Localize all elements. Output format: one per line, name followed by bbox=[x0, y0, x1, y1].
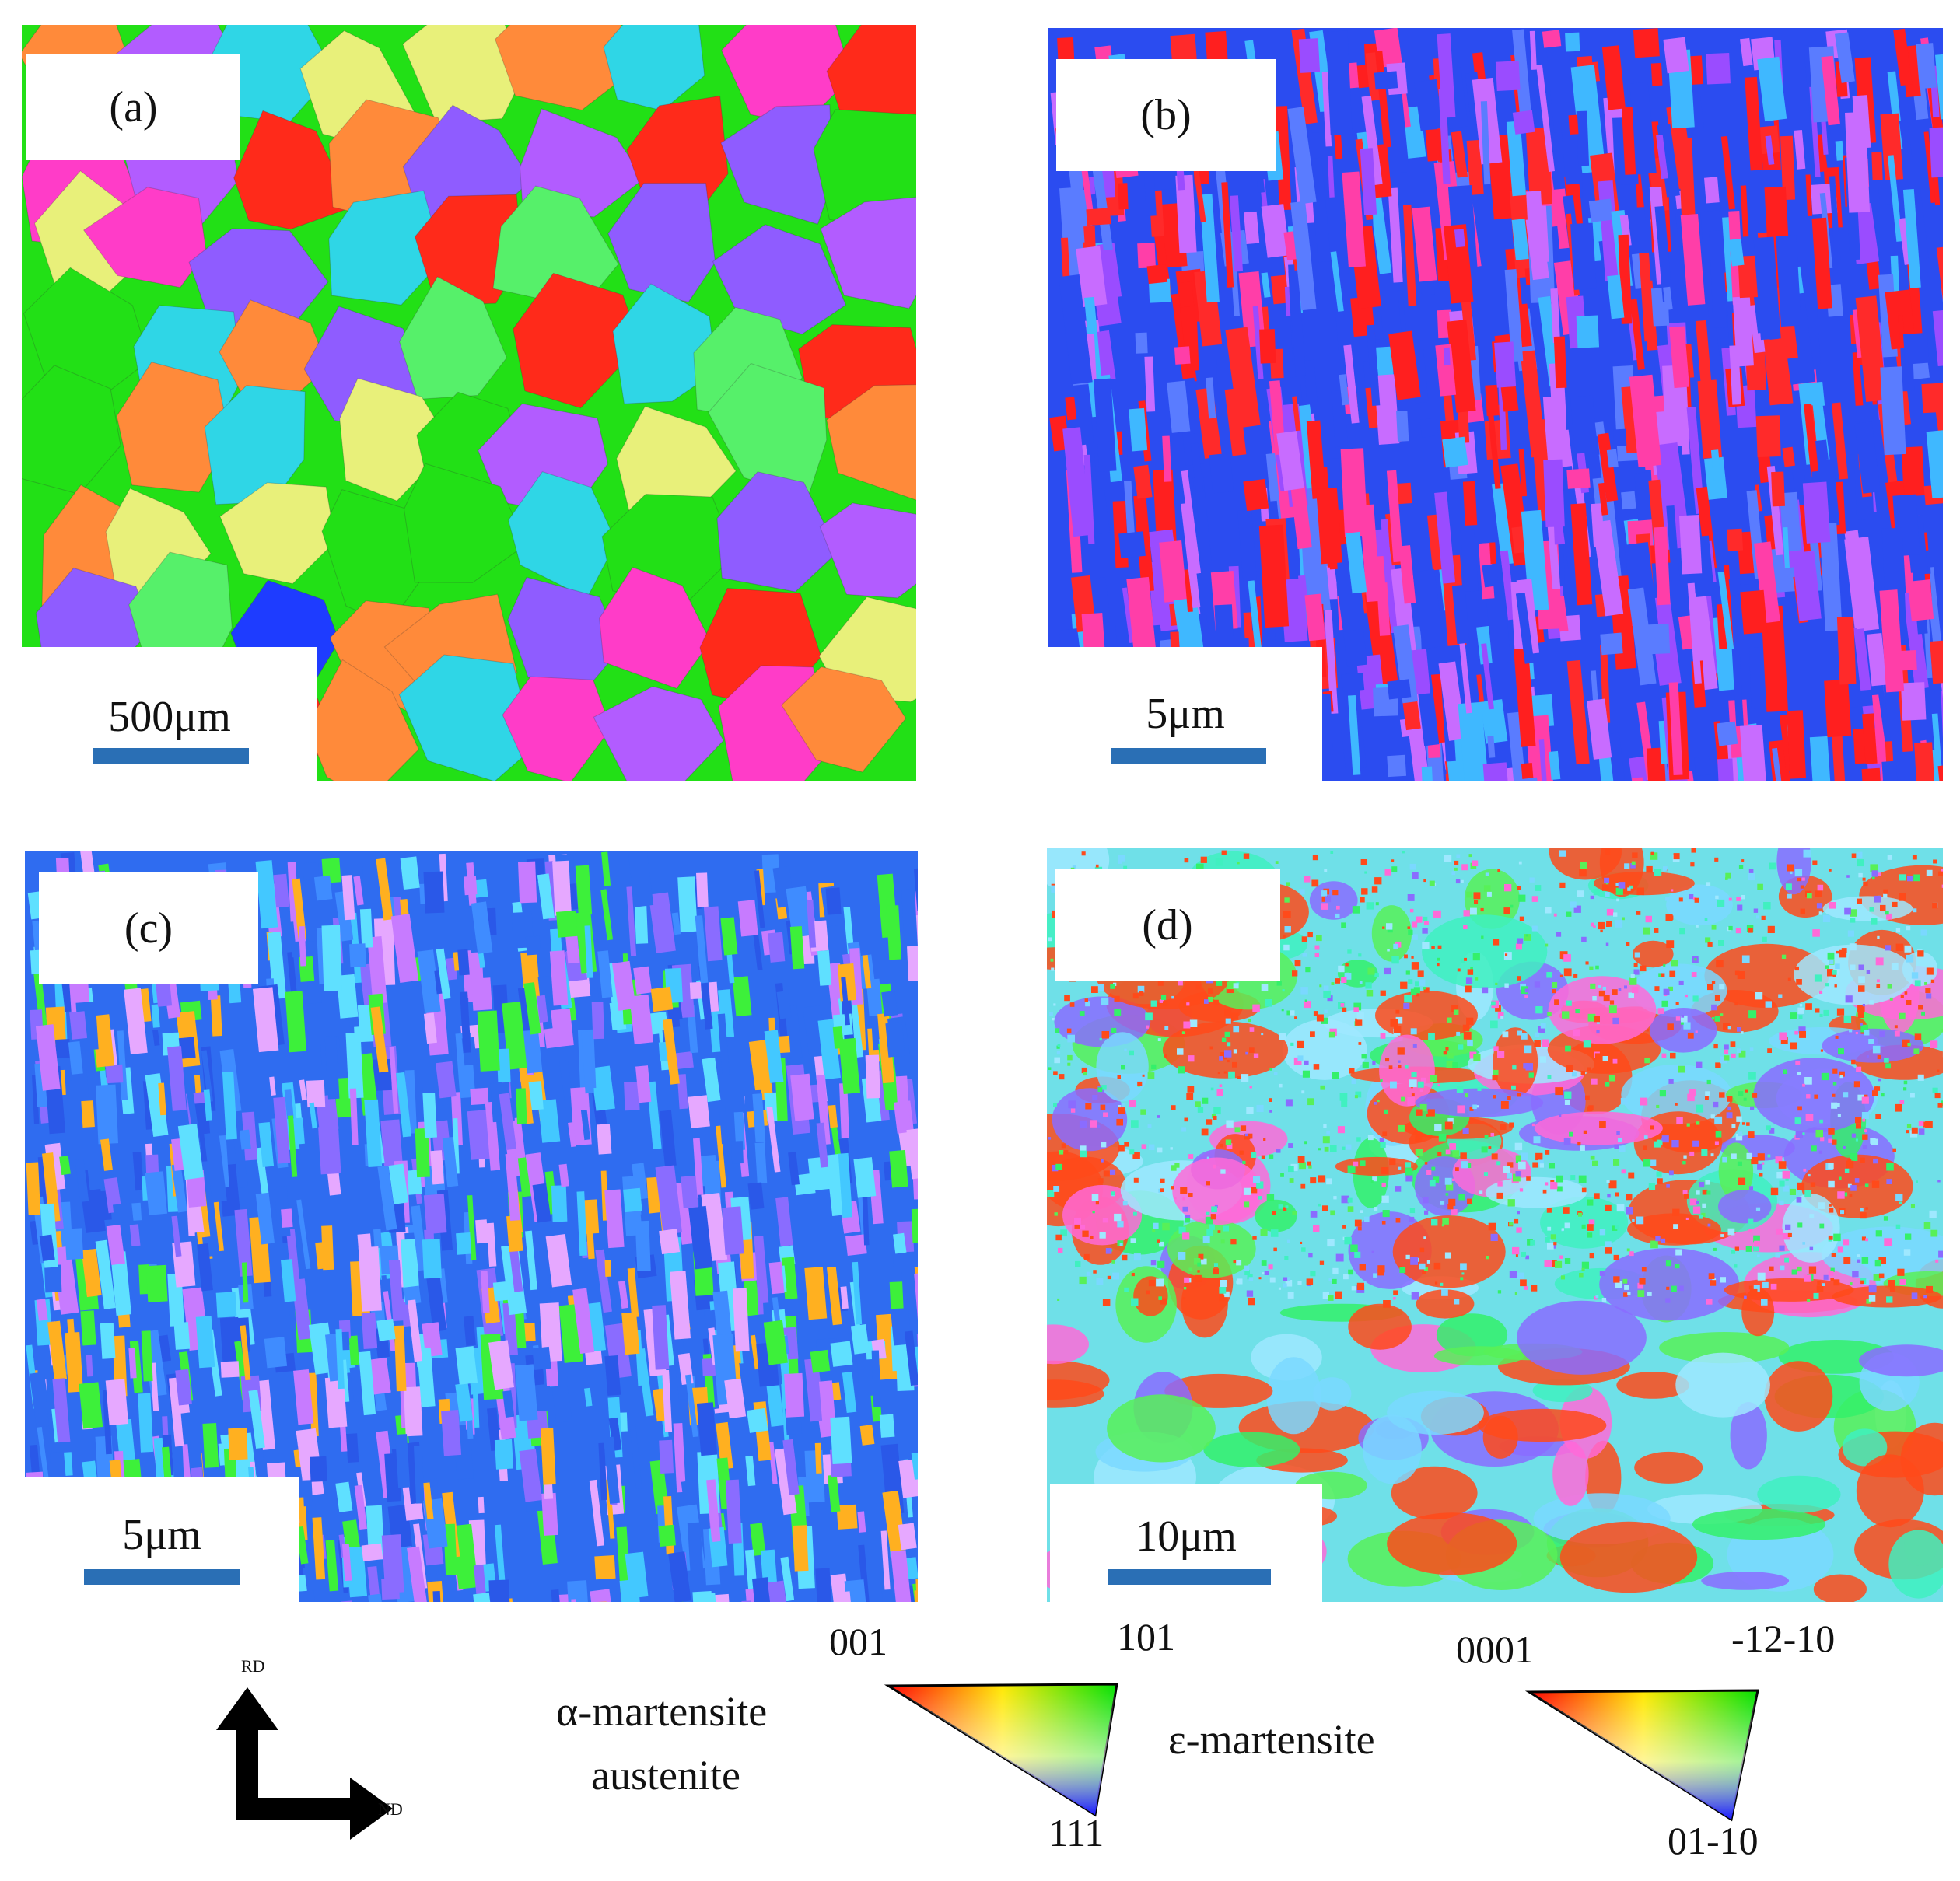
alpha-corner-111: 111 bbox=[1048, 1811, 1104, 1855]
alpha-corner-001: 001 bbox=[829, 1620, 887, 1663]
panel-c: (c) 5μm bbox=[25, 851, 918, 1602]
epsilon-corner-01-10: 01-10 bbox=[1668, 1819, 1759, 1862]
legend-epsilon-martensite: ε-martensite bbox=[1168, 1716, 1375, 1763]
legend-alpha-martensite: α-martensite bbox=[556, 1688, 768, 1735]
ebsd-map-d bbox=[1047, 848, 1943, 1602]
panel-d: (d) 10μm bbox=[1047, 848, 1943, 1602]
axes-indicator: RD ND bbox=[210, 1656, 428, 1843]
ebsd-map-a bbox=[22, 25, 916, 781]
epsilon-corner-12-10: -12-10 bbox=[1731, 1617, 1836, 1660]
alpha-corner-101: 101 bbox=[1117, 1615, 1175, 1659]
alpha-ipf-triangle-icon bbox=[884, 1683, 1118, 1817]
scale-bar-b bbox=[1111, 748, 1266, 764]
rd-label: RD bbox=[241, 1656, 265, 1676]
scale-bar-a bbox=[93, 748, 249, 764]
scale-box-a: 500μm bbox=[22, 647, 317, 781]
epsilon-corner-0001: 0001 bbox=[1456, 1628, 1534, 1671]
epsilon-ipf-triangle-icon bbox=[1524, 1689, 1759, 1822]
panel-label-c: (c) bbox=[39, 872, 258, 984]
scale-text-c: 5μm bbox=[122, 1511, 201, 1559]
scale-text-a: 500μm bbox=[108, 693, 231, 741]
legend-austenite: austenite bbox=[591, 1752, 740, 1799]
panel-label-b: (b) bbox=[1056, 59, 1276, 171]
scale-bar-c bbox=[84, 1569, 240, 1585]
rd-nd-arrows-icon bbox=[216, 1687, 393, 1840]
panel-a: (a) 500μm bbox=[22, 25, 916, 781]
scale-box-c: 5μm bbox=[25, 1477, 299, 1602]
panel-b: (b) 5μm bbox=[1048, 28, 1943, 781]
panel-label-d: (d) bbox=[1055, 869, 1280, 981]
nd-label: ND bbox=[378, 1799, 403, 1819]
panel-label-a: (a) bbox=[26, 54, 240, 160]
scale-text-b: 5μm bbox=[1146, 690, 1225, 738]
scale-bar-d bbox=[1108, 1569, 1271, 1585]
scale-box-b: 5μm bbox=[1048, 647, 1322, 781]
scale-text-d: 10μm bbox=[1136, 1512, 1237, 1561]
scale-box-d: 10μm bbox=[1050, 1484, 1322, 1602]
